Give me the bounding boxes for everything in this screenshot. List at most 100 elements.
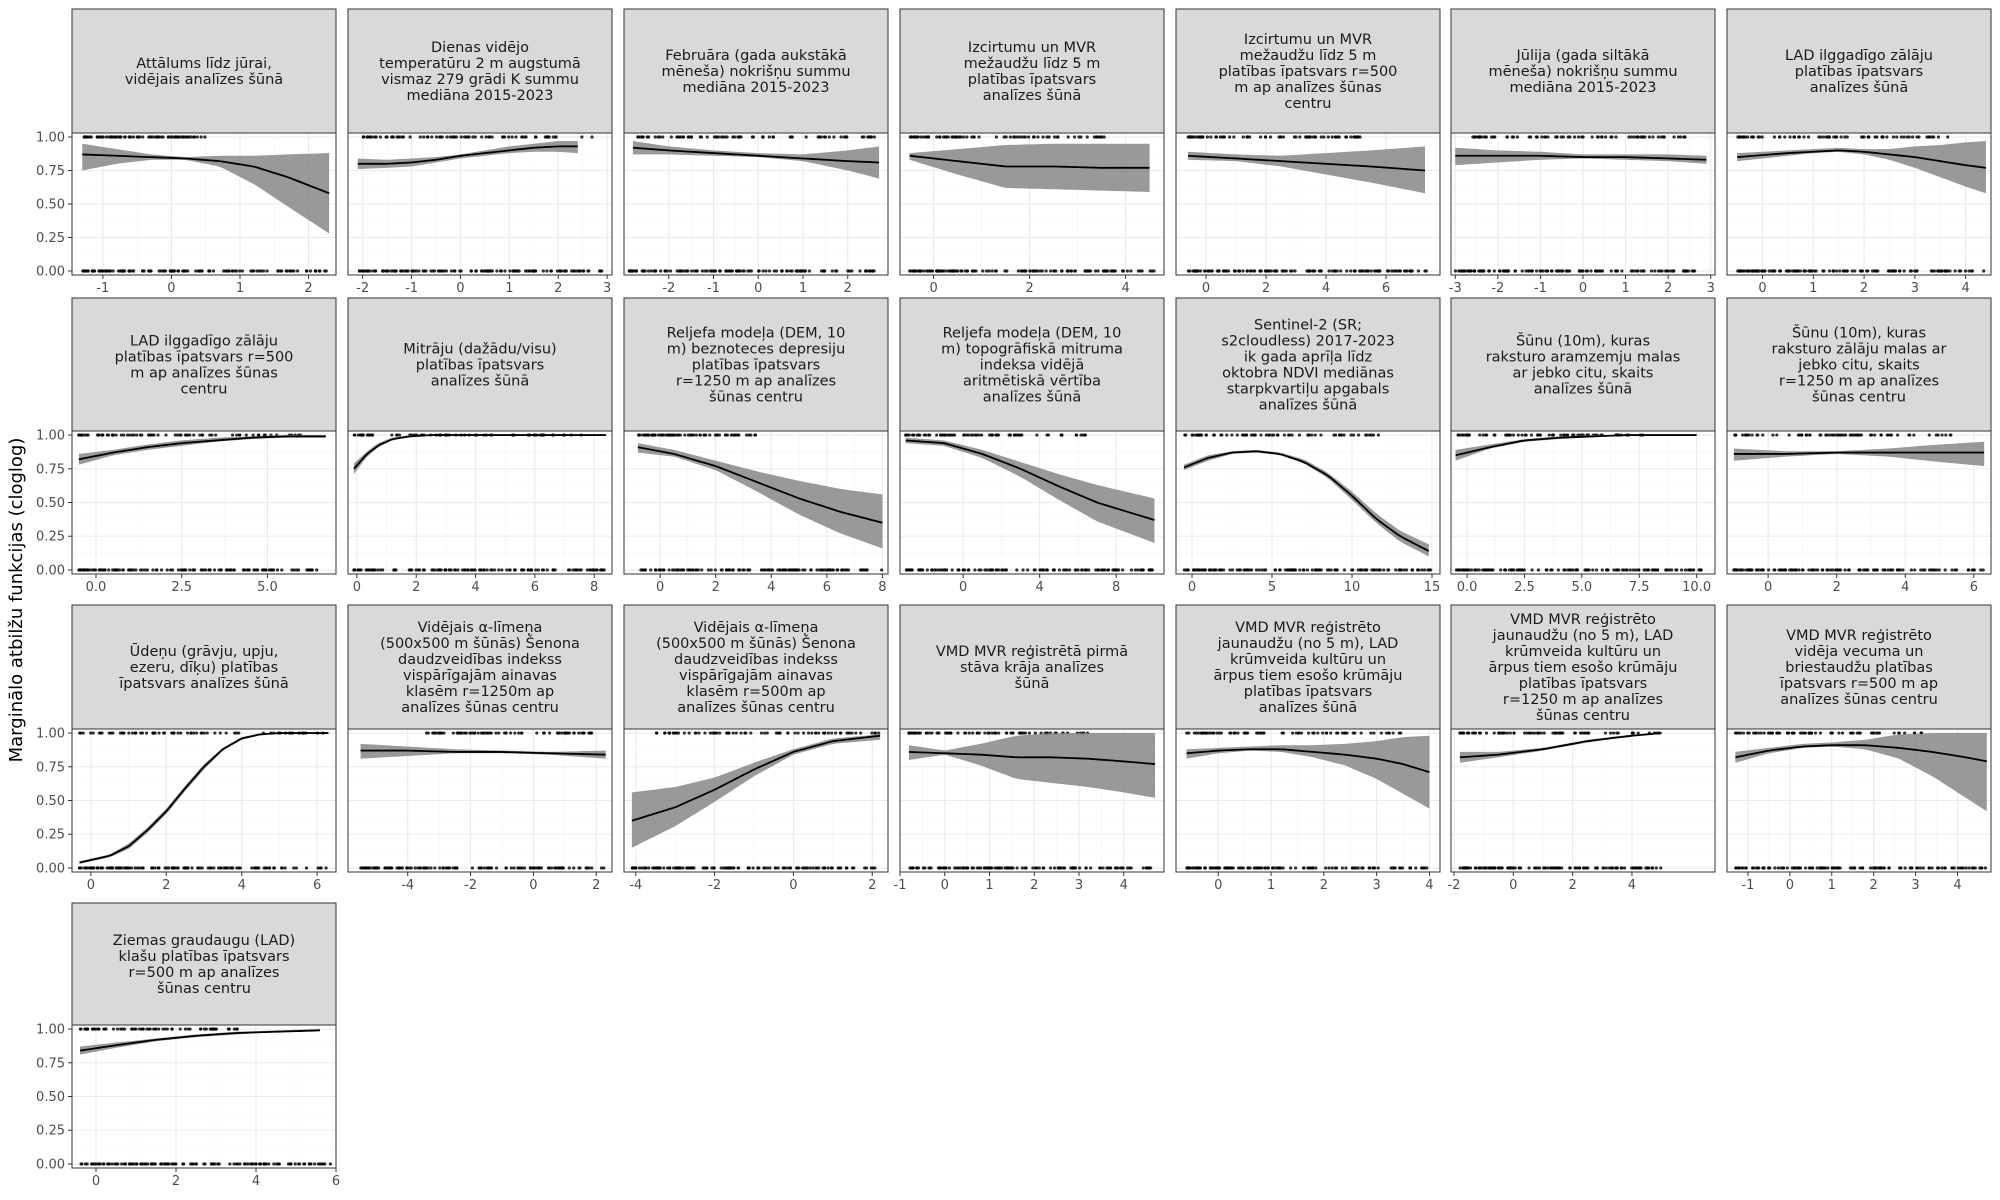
- presence-point: [1516, 433, 1520, 437]
- presence-point: [667, 731, 672, 735]
- absence-point: [708, 269, 713, 273]
- y-tick-label: 0.75: [36, 462, 65, 477]
- absence-point: [977, 568, 981, 572]
- absence-point: [453, 269, 457, 273]
- absence-point: [1979, 568, 1983, 572]
- absence-point: [705, 866, 709, 870]
- presence-point: [1008, 433, 1012, 437]
- absence-point: [1031, 866, 1035, 870]
- absence-point: [1981, 568, 1985, 572]
- absence-point: [1886, 568, 1890, 572]
- presence-point: [479, 731, 483, 735]
- facet-panel: Šūnu (10m), kuras raksturo zālāju malas a…: [1726, 297, 1992, 595]
- presence-point: [1205, 135, 1210, 139]
- presence-point: [1806, 135, 1811, 139]
- presence-point: [1484, 731, 1489, 735]
- presence-point: [510, 135, 514, 139]
- presence-point: [872, 135, 876, 139]
- presence-point: [85, 135, 89, 139]
- absence-point: [713, 568, 718, 572]
- absence-point: [1671, 269, 1676, 273]
- absence-point: [1816, 568, 1820, 572]
- presence-point: [1333, 135, 1338, 139]
- presence-point: [656, 433, 660, 437]
- presence-point: [1565, 433, 1569, 437]
- absence-point: [163, 1162, 167, 1166]
- presence-point: [1310, 433, 1314, 437]
- absence-point: [304, 866, 309, 870]
- absence-point: [1632, 866, 1636, 870]
- presence-point: [1775, 731, 1779, 735]
- presence-point: [1788, 135, 1792, 139]
- presence-point: [1349, 135, 1353, 139]
- presence-point: [1384, 731, 1389, 735]
- absence-point: [228, 1162, 232, 1166]
- presence-point: [476, 731, 480, 735]
- presence-point: [925, 731, 929, 735]
- absence-point: [724, 269, 728, 273]
- absence-point: [1507, 866, 1511, 870]
- x-tick-label: 3: [1075, 878, 1083, 893]
- absence-point: [1361, 866, 1365, 870]
- absence-point: [783, 568, 787, 572]
- absence-point: [265, 269, 269, 273]
- absence-point: [485, 568, 489, 572]
- absence-point: [1491, 568, 1495, 572]
- absence-point: [417, 269, 421, 273]
- absence-point: [225, 568, 229, 572]
- x-tick-label: 2.5: [171, 580, 192, 595]
- presence-point: [949, 433, 953, 437]
- absence-point: [1636, 269, 1640, 273]
- absence-point: [292, 866, 296, 870]
- presence-point: [192, 135, 196, 139]
- presence-point: [490, 135, 494, 139]
- absence-point: [114, 866, 118, 870]
- absence-point: [366, 269, 370, 273]
- x-tick-label: 0: [1188, 580, 1196, 595]
- facet-title: Reljefa modeļa (DEM, 10 m) topogrāfiskā m…: [941, 326, 1123, 406]
- absence-point: [983, 568, 987, 572]
- absence-point: [1041, 866, 1045, 870]
- absence-point: [974, 269, 978, 273]
- presence-point: [517, 731, 521, 735]
- absence-point: [107, 269, 111, 273]
- presence-point: [464, 135, 468, 139]
- absence-point: [1344, 866, 1348, 870]
- absence-point: [1609, 269, 1613, 273]
- presence-point: [144, 731, 149, 735]
- x-tick-label: 0: [1786, 878, 1794, 893]
- absence-point: [129, 568, 133, 572]
- presence-point: [877, 731, 881, 735]
- presence-point: [1845, 135, 1849, 139]
- presence-point: [89, 135, 93, 139]
- absence-point: [566, 568, 571, 572]
- presence-point: [1527, 135, 1531, 139]
- presence-point: [176, 731, 180, 735]
- absence-point: [1784, 269, 1788, 273]
- absence-point: [1266, 866, 1270, 870]
- fitted-curve: [1187, 154, 1426, 172]
- absence-point: [1734, 866, 1738, 870]
- presence-point: [1008, 135, 1012, 139]
- absence-point: [1274, 866, 1278, 870]
- absence-point: [918, 269, 923, 273]
- absence-point: [602, 866, 606, 870]
- absence-point: [1909, 269, 1913, 273]
- presence-point: [1505, 433, 1509, 437]
- absence-point: [1983, 866, 1987, 870]
- presence-point: [1307, 433, 1311, 437]
- absence-point: [1209, 866, 1213, 870]
- presence-point: [1547, 433, 1551, 437]
- absence-point: [1211, 866, 1215, 870]
- absence-point: [1369, 269, 1373, 273]
- absence-point: [429, 866, 433, 870]
- presence-point: [464, 731, 468, 735]
- presence-point: [1272, 433, 1276, 437]
- absence-point: [318, 866, 322, 870]
- absence-point: [78, 568, 82, 572]
- absence-point: [1919, 568, 1923, 572]
- absence-point: [574, 269, 578, 273]
- absence-point: [1943, 866, 1947, 870]
- absence-point: [1023, 269, 1027, 273]
- absence-point: [1791, 269, 1795, 273]
